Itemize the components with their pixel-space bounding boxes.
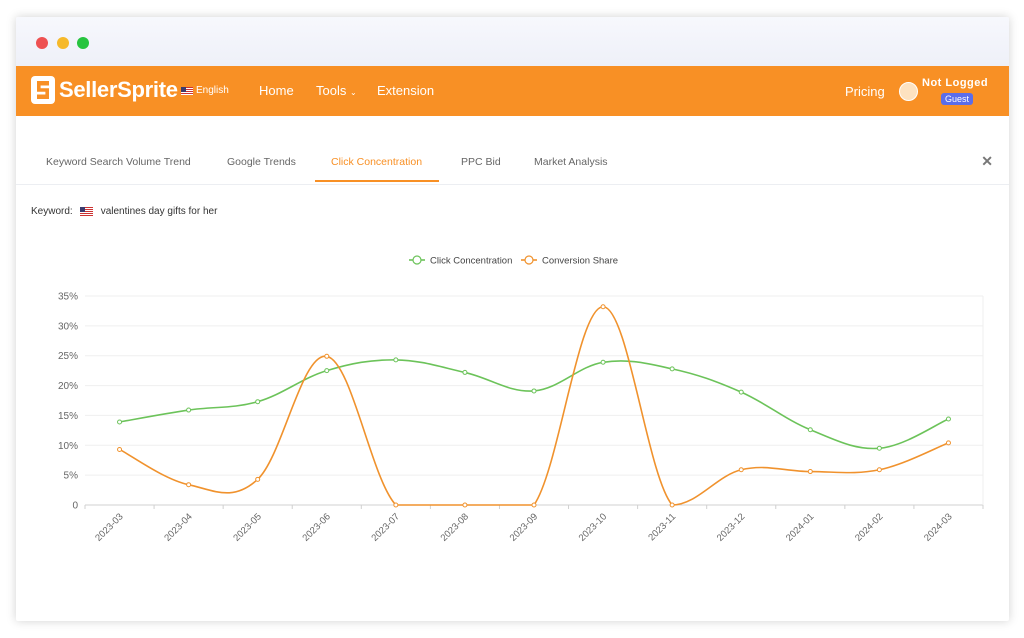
x-tick-label: 2024-03 bbox=[922, 511, 954, 543]
nav-tools[interactable]: Tools ⌄ bbox=[316, 83, 357, 98]
logo-text: SellerSprite bbox=[59, 77, 178, 102]
close-window-button[interactable] bbox=[36, 37, 48, 49]
nav-pricing[interactable]: Pricing bbox=[845, 84, 885, 99]
data-point bbox=[255, 399, 261, 405]
data-point bbox=[462, 369, 468, 375]
data-point bbox=[531, 502, 537, 508]
legend-marker bbox=[524, 255, 534, 265]
data-point bbox=[324, 368, 330, 374]
us-flag-icon bbox=[181, 86, 193, 95]
legend-label: Conversion Share bbox=[542, 256, 618, 267]
data-point bbox=[669, 502, 675, 508]
data-point bbox=[531, 388, 537, 394]
analysis-tabs: Keyword Search Volume Trend Google Trend… bbox=[16, 116, 1009, 185]
logo-icon bbox=[31, 76, 55, 104]
guest-badge: Guest bbox=[941, 93, 974, 105]
login-status[interactable]: Not Logged bbox=[922, 77, 989, 89]
top-navbar: SellerSprite English Home Tools ⌄ Extens… bbox=[16, 66, 1009, 116]
data-point bbox=[600, 359, 606, 365]
x-tick-label: 2023-12 bbox=[715, 511, 747, 543]
data-point bbox=[945, 440, 951, 446]
data-point bbox=[117, 446, 123, 452]
tab-market-analysis[interactable]: Market Analysis bbox=[534, 156, 608, 168]
nav-extension[interactable]: Extension bbox=[377, 83, 435, 98]
tab-click-concentration[interactable]: Click Concentration bbox=[331, 156, 423, 168]
keyword-row: Keyword: valentines day gifts for her bbox=[31, 206, 217, 217]
x-tick-label: 2023-03 bbox=[93, 511, 125, 543]
data-point bbox=[807, 469, 813, 475]
language-selector[interactable]: English bbox=[181, 85, 229, 96]
tab-ppc-bid[interactable]: PPC Bid bbox=[461, 156, 501, 168]
series-line bbox=[119, 305, 949, 506]
data-point bbox=[876, 467, 882, 473]
y-tick-label: 20% bbox=[58, 381, 78, 392]
close-icon[interactable]: ✕ bbox=[981, 153, 993, 169]
data-point bbox=[255, 476, 261, 482]
active-tab-indicator bbox=[315, 180, 439, 182]
chevron-down-icon: ⌄ bbox=[349, 88, 357, 97]
data-point bbox=[738, 467, 744, 473]
x-tick-label: 2023-06 bbox=[300, 511, 332, 543]
data-point bbox=[117, 419, 123, 425]
sellersprite-logo[interactable]: SellerSprite bbox=[31, 76, 178, 104]
language-label: English bbox=[196, 85, 229, 96]
tab-google-trends[interactable]: Google Trends bbox=[227, 156, 296, 168]
data-point bbox=[186, 407, 192, 413]
data-point bbox=[462, 502, 468, 508]
y-tick-label: 15% bbox=[58, 411, 78, 422]
y-tick-label: 30% bbox=[58, 321, 78, 332]
tab-keyword-search-volume-trend[interactable]: Keyword Search Volume Trend bbox=[46, 156, 191, 168]
y-tick-label: 25% bbox=[58, 351, 78, 362]
x-tick-label: 2024-01 bbox=[784, 511, 816, 543]
x-tick-label: 2023-09 bbox=[508, 511, 540, 543]
data-point bbox=[186, 482, 192, 488]
x-tick-label: 2023-05 bbox=[231, 511, 263, 543]
keyword-value: valentines day gifts for her bbox=[100, 206, 218, 217]
maximize-window-button[interactable] bbox=[77, 37, 89, 49]
data-point bbox=[324, 353, 330, 359]
title-bar bbox=[16, 17, 1009, 66]
y-tick-label: 35% bbox=[58, 292, 78, 303]
x-tick-label: 2023-07 bbox=[370, 511, 402, 543]
x-tick-label: 2023-10 bbox=[577, 511, 609, 543]
series-line bbox=[119, 359, 949, 450]
legend-marker bbox=[412, 255, 422, 265]
data-point bbox=[738, 389, 744, 395]
nav-tools-label: Tools bbox=[316, 83, 347, 98]
legend-label: Click Concentration bbox=[430, 256, 512, 267]
x-tick-label: 2023-11 bbox=[646, 511, 678, 543]
keyword-label: Keyword: bbox=[31, 206, 73, 217]
data-point bbox=[600, 304, 606, 310]
data-point bbox=[807, 427, 813, 433]
user-avatar-icon[interactable] bbox=[899, 82, 918, 101]
us-flag-icon bbox=[79, 207, 93, 216]
data-point bbox=[945, 416, 951, 422]
y-tick-label: 10% bbox=[58, 441, 78, 452]
data-point bbox=[393, 502, 399, 508]
data-point bbox=[393, 357, 399, 363]
y-tick-label: 0 bbox=[72, 501, 78, 512]
y-tick-label: 5% bbox=[64, 471, 79, 482]
x-tick-label: 2024-02 bbox=[853, 511, 885, 543]
minimize-window-button[interactable] bbox=[57, 37, 69, 49]
x-tick-label: 2023-04 bbox=[162, 511, 194, 543]
browser-window: SellerSprite English Home Tools ⌄ Extens… bbox=[16, 17, 1009, 621]
data-point bbox=[669, 366, 675, 372]
data-point bbox=[876, 445, 882, 451]
x-tick-label: 2023-08 bbox=[439, 511, 471, 543]
nav-home[interactable]: Home bbox=[259, 83, 294, 98]
